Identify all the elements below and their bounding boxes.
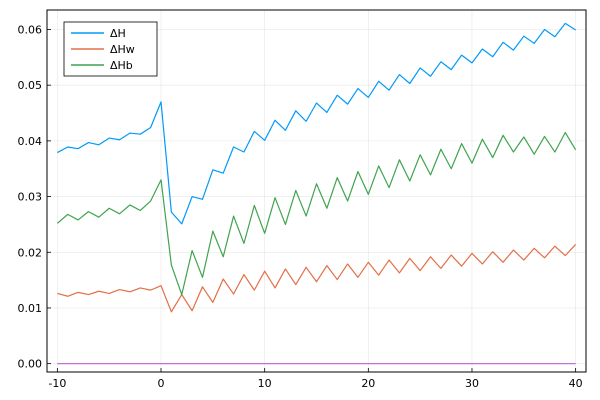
plot-area-frame [46, 9, 587, 373]
y-tick-label: 0.02 [18, 246, 43, 259]
y-tick-label: 0.03 [18, 191, 43, 204]
legend-label: ΔH [110, 27, 126, 40]
legend: ΔH ΔHw ΔHb [63, 21, 158, 77]
x-tick-label: 10 [258, 377, 272, 390]
y-tick-label: 0.06 [18, 23, 43, 36]
grid [47, 10, 586, 372]
series-line-h [57, 22, 576, 225]
x-tick-label: 0 [158, 377, 165, 390]
x-tick-label: 40 [569, 377, 583, 390]
x-tick-label: 20 [361, 377, 375, 390]
x-tick-label: 30 [465, 377, 479, 390]
y-tick-label: 0.05 [18, 79, 43, 92]
y-tick-label: 0.00 [18, 358, 43, 371]
series-line-hw [57, 244, 577, 313]
series-lines [56, 22, 577, 365]
axis-ticks: -10 0 10 20 30 40 0.00 0.01 0.02 0.03 0.04 0.05 0.06 [18, 23, 583, 390]
y-tick-label: 0.04 [18, 135, 43, 148]
x-tick-label: -10 [48, 377, 66, 390]
y-tick-label: 0.01 [18, 302, 43, 315]
legend-label: ΔHw [110, 43, 135, 56]
legend-label: ΔHb [110, 59, 133, 72]
series-line-hb [56, 131, 577, 296]
